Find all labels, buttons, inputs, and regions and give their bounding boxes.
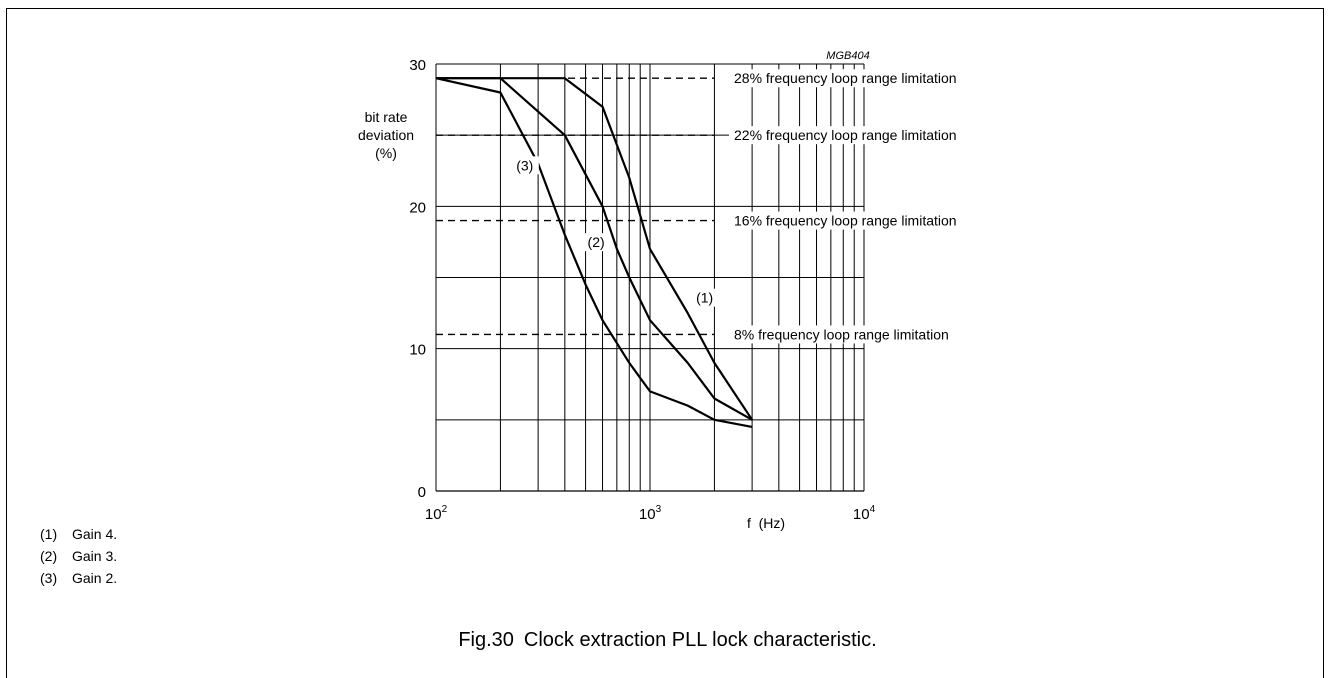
limit-lines: 28% frequency loop range limitation 22% f…	[436, 69, 962, 344]
limit-label-background	[729, 325, 954, 344]
y-tick-label: 10	[409, 342, 426, 359]
key-text: Gain 2.	[72, 570, 118, 586]
figure-caption: Fig.30 Clock extraction PLL lock characte…	[0, 629, 1329, 652]
gain-key: (1) Gain 4. (2) Gain 3. (3) Gain 2.	[40, 523, 117, 589]
limit-label-background	[729, 211, 962, 230]
x-tick-base: 10	[425, 506, 442, 523]
limit-label: 16% frequency loop range limitation	[734, 213, 957, 229]
series-label-background	[510, 156, 539, 175]
x-axis-label: f (Hz)	[747, 515, 785, 531]
x-tick-base: 10	[639, 506, 656, 523]
key-number: (1)	[40, 526, 58, 542]
key-text: Gain 3.	[72, 548, 118, 564]
limit-label: 8% frequency loop range limitation	[734, 326, 949, 342]
y-tick-label: 20	[409, 199, 426, 216]
y-tick-label: 0	[418, 484, 426, 501]
y-axis-label-line-2: deviation	[358, 127, 414, 143]
series-label: (2)	[588, 234, 605, 250]
x-tick-base: 10	[853, 506, 870, 523]
y-axis-label-line-3: (%)	[375, 145, 397, 161]
y-axis-label-line-1: bit rate	[365, 109, 408, 125]
limit-label: 28% frequency loop range limitation	[734, 70, 957, 86]
x-tick-label: 104	[853, 504, 876, 523]
limit-label-background	[729, 126, 962, 145]
limit-label: 22% frequency loop range limitation	[734, 127, 957, 143]
key-number: (3)	[40, 570, 58, 586]
x-tick-label: 102	[425, 504, 448, 523]
series-label-background	[690, 288, 719, 307]
x-tick-exponent: 3	[656, 504, 662, 515]
key-number: (2)	[40, 548, 58, 564]
key-item: (2) Gain 3.	[40, 545, 117, 567]
series-line	[436, 77, 753, 421]
series-line	[435, 77, 753, 428]
figure-frame	[6, 8, 1324, 678]
series-label: (1)	[696, 290, 713, 306]
key-item: (1) Gain 4.	[40, 523, 117, 545]
caption-text: Clock extraction PLL lock characteristic…	[523, 629, 877, 651]
series-line	[436, 77, 754, 421]
key-item: (3) Gain 2.	[40, 567, 117, 589]
x-tick-exponent: 4	[870, 504, 876, 515]
y-tick-label: 30	[409, 57, 426, 74]
limit-label-background	[729, 69, 962, 88]
figure-number: Fig.30	[458, 629, 514, 651]
series-label-background	[582, 233, 611, 252]
code-label: MGB404	[826, 50, 869, 62]
series-label: (3)	[516, 157, 533, 173]
series-lines: (1) (2) (3)	[435, 77, 754, 428]
axis-labels: MGB404 bit rate deviation (%) f (Hz)	[358, 50, 870, 531]
x-tick-label: 103	[639, 504, 662, 523]
x-tick-exponent: 2	[442, 504, 448, 515]
key-text: Gain 4.	[72, 526, 118, 542]
